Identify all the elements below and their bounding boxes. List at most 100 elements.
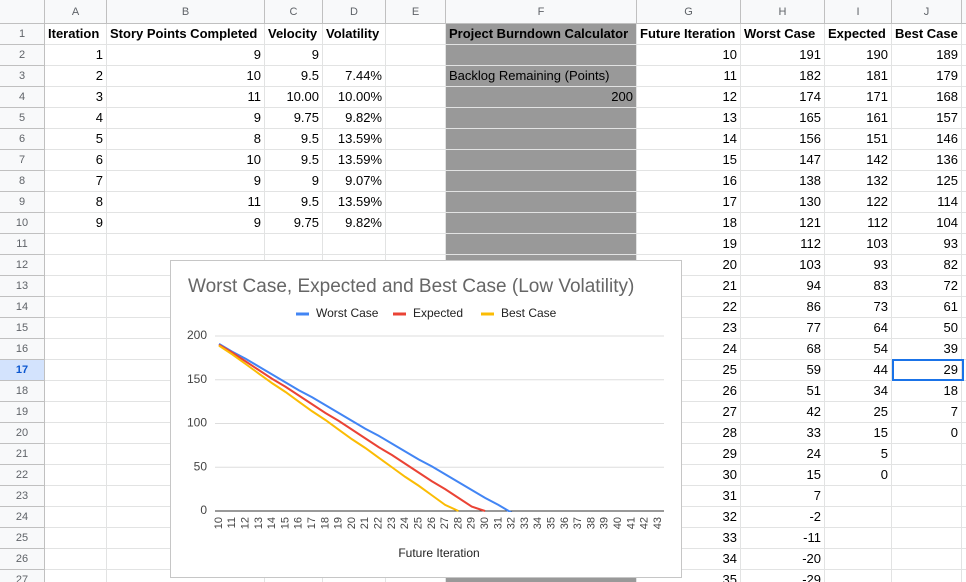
cell: 19	[637, 234, 741, 255]
row-header: 2	[0, 45, 45, 66]
series-line	[218, 344, 459, 512]
cell: 9	[107, 171, 265, 192]
cell: 82	[892, 255, 962, 276]
cell	[45, 381, 107, 402]
cell: 104	[892, 213, 962, 234]
cell	[323, 45, 386, 66]
row-header: 3	[0, 66, 45, 87]
cell: 13.59%	[323, 150, 386, 171]
x-tick-label: 41	[625, 517, 637, 529]
row-header: 7	[0, 150, 45, 171]
row-header: 10	[0, 213, 45, 234]
row-header: 9	[0, 192, 45, 213]
x-tick-label: 36	[559, 517, 571, 529]
cell	[386, 87, 446, 108]
cell: 9.82%	[323, 108, 386, 129]
cell: 9.5	[265, 66, 323, 87]
cell: 27	[637, 402, 741, 423]
cell: 7	[741, 486, 825, 507]
plot-area	[218, 343, 513, 512]
cell	[962, 339, 966, 360]
cell: 1	[45, 45, 107, 66]
cell	[962, 507, 966, 528]
x-tick-label: 23	[386, 517, 398, 529]
cell: 35	[637, 570, 741, 582]
cell: Story Points Completed	[107, 24, 265, 45]
cell: 13.59%	[323, 129, 386, 150]
cell: 44	[825, 360, 892, 381]
extra-column-header	[962, 0, 966, 24]
cell: 51	[741, 381, 825, 402]
cell: 15	[637, 150, 741, 171]
cell	[45, 528, 107, 549]
x-tick-label: 20	[346, 517, 358, 529]
cell: 9.5	[265, 129, 323, 150]
cell: Iteration	[45, 24, 107, 45]
cell: 18	[637, 213, 741, 234]
cell: -29	[741, 570, 825, 582]
x-tick-label: 38	[585, 517, 597, 529]
cell: 9.07%	[323, 171, 386, 192]
x-tick-label: 35	[545, 517, 557, 529]
legend-label: Best Case	[501, 306, 557, 320]
cell	[892, 507, 962, 528]
cell	[446, 108, 637, 129]
cell: 112	[741, 234, 825, 255]
cell: 59	[741, 360, 825, 381]
cell: 2	[45, 66, 107, 87]
cell	[45, 549, 107, 570]
cell	[386, 66, 446, 87]
cell	[962, 465, 966, 486]
cell: 16	[637, 171, 741, 192]
row-header: 8	[0, 171, 45, 192]
cell: 93	[892, 234, 962, 255]
x-tick-label: 10	[213, 517, 225, 529]
x-tick-label: 25	[412, 517, 424, 529]
y-tick-label: 150	[187, 372, 207, 386]
cell: 10	[637, 45, 741, 66]
cell: 168	[892, 87, 962, 108]
cell	[45, 402, 107, 423]
cell: 13.59%	[323, 192, 386, 213]
row-header: 27	[0, 570, 45, 582]
cell: 174	[741, 87, 825, 108]
cell: 28	[637, 423, 741, 444]
cell	[825, 486, 892, 507]
cell	[962, 24, 966, 45]
cell	[962, 297, 966, 318]
cell	[45, 234, 107, 255]
legend-label: Worst Case	[316, 306, 379, 320]
cell: 136	[892, 150, 962, 171]
x-tick-label: 40	[612, 517, 624, 529]
cell: 9.82%	[323, 213, 386, 234]
x-axis-title: Future Iteration	[398, 546, 479, 560]
cell	[446, 192, 637, 213]
cell	[962, 171, 966, 192]
cell: 7	[892, 402, 962, 423]
cell: 9	[265, 171, 323, 192]
cell	[825, 528, 892, 549]
cell: 86	[741, 297, 825, 318]
cell: 9	[265, 45, 323, 66]
cell: 33	[741, 423, 825, 444]
cell: 54	[825, 339, 892, 360]
cell: 130	[741, 192, 825, 213]
cell: 24	[741, 444, 825, 465]
cell	[962, 45, 966, 66]
cell: 61	[892, 297, 962, 318]
cell	[892, 528, 962, 549]
cell	[892, 486, 962, 507]
x-tick-label: 11	[226, 517, 238, 528]
cell	[386, 171, 446, 192]
cell	[962, 528, 966, 549]
cell: 94	[741, 276, 825, 297]
row-header: 5	[0, 108, 45, 129]
cell	[446, 213, 637, 234]
column-header: A	[45, 0, 107, 24]
corner	[0, 0, 45, 24]
cell: 4	[45, 108, 107, 129]
cell	[892, 549, 962, 570]
cell	[386, 192, 446, 213]
cell	[962, 276, 966, 297]
